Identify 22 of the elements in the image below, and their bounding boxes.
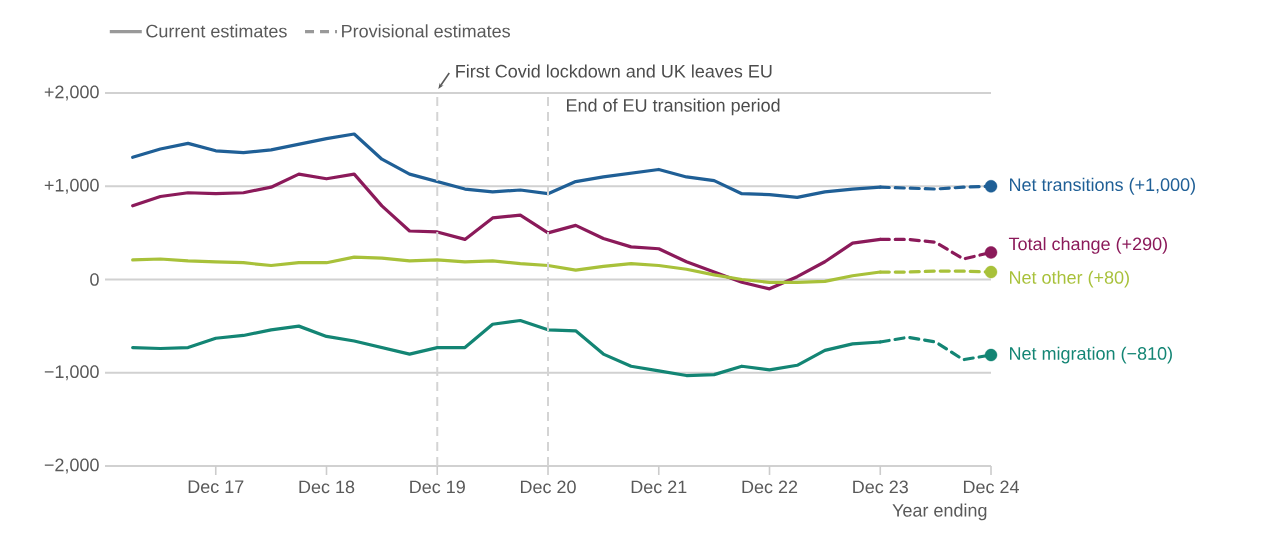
x-tick-label: Dec 19 xyxy=(410,480,465,494)
series-label: Net transitions (+1,000) xyxy=(1010,177,1195,195)
ref-line-label: First Covid lockdown and UK leaves EU xyxy=(456,64,772,78)
series-label: Net migration (−810) xyxy=(1010,346,1172,364)
x-tick-label: Dec 21 xyxy=(631,480,687,494)
series-label: Net other (+80) xyxy=(1010,270,1129,288)
y-tick-label: 0 xyxy=(90,273,99,286)
y-tick-label: +1,000 xyxy=(44,178,99,194)
legend-label: Provisional estimates xyxy=(342,24,510,38)
ref-line-label: End of EU transition period xyxy=(567,98,780,116)
series-label: Total change (+290) xyxy=(1008,237,1167,254)
x-tick-label: Dec 20 xyxy=(520,480,576,494)
x-tick-label: Dec 18 xyxy=(299,480,355,494)
x-tick-label: Dec 22 xyxy=(742,480,798,494)
x-axis-title: Year ending xyxy=(892,503,987,521)
y-tick-label: +2,000 xyxy=(44,85,99,101)
x-tick-label: Dec 17 xyxy=(188,480,244,494)
y-tick-label: −2,000 xyxy=(44,458,99,474)
legend-label: Current estimates xyxy=(146,24,287,38)
y-tick-label: −1,000 xyxy=(44,365,99,381)
x-tick-label: Dec 23 xyxy=(853,480,908,494)
x-tick-label: Dec 24 xyxy=(963,480,1019,494)
